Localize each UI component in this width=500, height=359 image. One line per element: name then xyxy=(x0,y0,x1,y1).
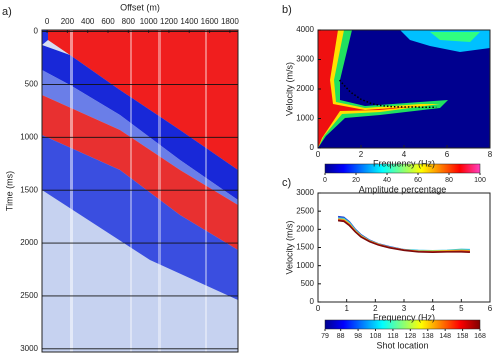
x-tick-label: 600 xyxy=(101,17,115,26)
y-tick-label: 4000 xyxy=(296,25,314,34)
colorbar-tick-label: 80 xyxy=(445,177,453,184)
x-tick-label: 3 xyxy=(402,304,407,313)
x-tick-label: 0 xyxy=(316,150,321,159)
colorbar-tick-label: 158 xyxy=(457,333,469,340)
y-tick-label: 1000 xyxy=(296,261,314,270)
x-tick-label: 2 xyxy=(359,150,364,159)
picked-curve xyxy=(338,79,437,109)
y-axis-label: Velocity (m/s) xyxy=(284,220,294,274)
panel-label: c) xyxy=(282,177,291,189)
x-tick-label: 6 xyxy=(445,150,450,159)
colorbar-tick-label: 20 xyxy=(352,177,360,184)
x-tick-label: 0 xyxy=(45,17,50,26)
x-tick-label: 1 xyxy=(344,304,349,313)
colorbar-label: Shot location xyxy=(376,340,428,350)
y-axis-label: Time (ms) xyxy=(4,171,14,211)
colorbar-b xyxy=(324,163,481,174)
colorbar-tick-label: 40 xyxy=(383,177,391,184)
y-tick-label: 0 xyxy=(310,297,315,306)
y-tick-label: 2000 xyxy=(296,224,314,233)
frame-a xyxy=(41,29,239,353)
x-axis-label: Offset (m) xyxy=(120,2,160,12)
x-tick-label: 200 xyxy=(61,17,75,26)
x-tick-label: 1200 xyxy=(160,17,178,26)
y-tick-label: 1500 xyxy=(20,185,38,194)
x-tick-label: 8 xyxy=(488,150,493,159)
colorbar-tick-label: 138 xyxy=(422,333,434,340)
y-tick-label: 500 xyxy=(301,279,315,288)
colorbar-c xyxy=(324,319,481,330)
colorbar-tick-label: 98 xyxy=(354,333,362,340)
y-tick-label: 0 xyxy=(34,27,39,36)
y-tick-label: 3000 xyxy=(296,55,314,64)
x-tick-label: 6 xyxy=(488,304,493,313)
y-tick-label: 3000 xyxy=(20,344,38,353)
y-tick-label: 1500 xyxy=(296,243,314,252)
panel-label: a) xyxy=(2,6,12,18)
y-tick-label: 2000 xyxy=(296,84,314,93)
x-tick-label: 1800 xyxy=(221,17,239,26)
y-tick-label: 3000 xyxy=(296,188,314,197)
colorbar-label: Amplitude percentage xyxy=(359,184,447,194)
dispersion-curve xyxy=(337,219,470,253)
x-axis-label: Frequency (Hz) xyxy=(373,158,435,168)
colorbar-tick-label: 100 xyxy=(474,177,486,184)
y-tick-label: 1000 xyxy=(296,114,314,123)
colorbar-tick-label: 79 xyxy=(321,333,329,340)
y-tick-label: 500 xyxy=(25,80,39,89)
x-tick-label: 4 xyxy=(430,304,435,313)
colorbar-tick-label: 108 xyxy=(370,333,382,340)
y-tick-label: 0 xyxy=(310,143,315,152)
y-tick-label: 2500 xyxy=(296,206,314,215)
frame-c xyxy=(317,192,491,303)
x-axis-label: Frequency (Hz) xyxy=(373,312,435,322)
dispersion-curve xyxy=(337,219,470,253)
x-tick-label: 0 xyxy=(316,304,321,313)
dispersion-image xyxy=(318,30,490,148)
y-tick-label: 2500 xyxy=(20,291,38,300)
x-tick-label: 1400 xyxy=(180,17,198,26)
x-tick-label: 5 xyxy=(459,304,464,313)
colorbar-tick-label: 168 xyxy=(474,333,486,340)
colorbar-tick-label: 128 xyxy=(404,333,416,340)
colorbar-tick-label: 0 xyxy=(323,177,327,184)
seismic-image xyxy=(42,30,238,352)
x-tick-label: 4 xyxy=(402,150,407,159)
panel-label: b) xyxy=(282,4,292,16)
colorbar-tick-label: 148 xyxy=(439,333,451,340)
y-axis-label: Velocity (m/s) xyxy=(284,62,294,116)
y-tick-label: 2000 xyxy=(20,238,38,247)
x-tick-label: 800 xyxy=(122,17,136,26)
colorbar-tick-label: 88 xyxy=(337,333,345,340)
colorbar-tick-label: 118 xyxy=(387,333,398,340)
x-tick-label: 400 xyxy=(81,17,95,26)
x-tick-label: 1600 xyxy=(201,17,219,26)
x-tick-label: 2 xyxy=(373,304,378,313)
x-tick-label: 1000 xyxy=(140,17,158,26)
y-tick-label: 1000 xyxy=(20,132,38,141)
colorbar-tick-label: 60 xyxy=(414,177,422,184)
